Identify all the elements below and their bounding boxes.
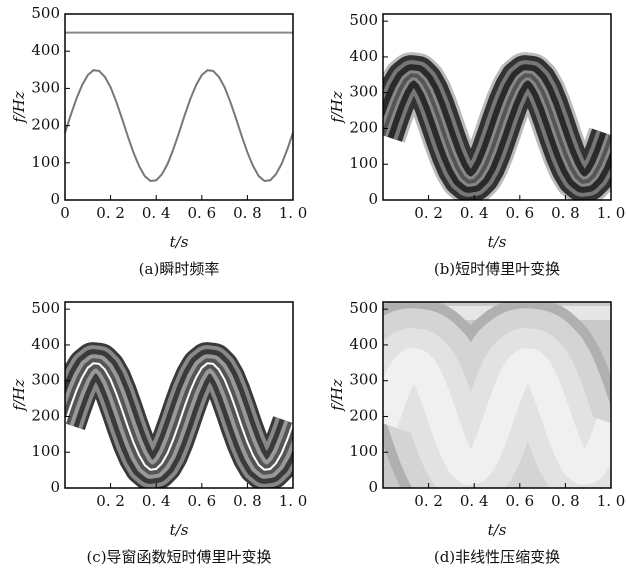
x-tick-label: 0. 2 [96,492,125,510]
plot-area [383,52,611,200]
ridge [65,362,293,471]
y-tick-label: 500 [31,4,60,22]
y-tick-label: 400 [31,335,60,353]
x-tick-label: 1. 0 [279,492,308,510]
y-axis-label: f/Hz [328,379,346,412]
x-tick-label: 0. 6 [505,492,534,510]
ridge [383,348,611,485]
x-tick-label: 0. 2 [414,204,443,222]
x-tick-label: 0. 6 [187,204,216,222]
x-tick-label: 0. 4 [142,492,171,510]
axes-frame [382,13,612,201]
y-axis-label: f/Hz [10,379,28,412]
y-tick-label: 300 [349,83,378,101]
x-axis-label: t/s [170,233,189,251]
y-axis-label: f/Hz [10,91,28,124]
y-tick-label: 100 [349,154,378,172]
y-tick-label: 500 [349,299,378,317]
x-tick-label: 0. 8 [233,204,262,222]
y-tick-label: 500 [349,11,378,29]
x-tick-label: 1. 0 [279,204,308,222]
y-tick-label: 300 [31,78,60,96]
x-tick-label: 0. 4 [460,204,489,222]
x-tick-label: 0. 6 [505,204,534,222]
y-tick-label: 400 [31,41,60,59]
y-tick-label: 200 [31,116,60,134]
y-tick-label: 300 [31,371,60,389]
y-tick-label: 400 [349,47,378,65]
y-tick-label: 200 [349,118,378,136]
x-axis-label: t/s [488,521,507,539]
plot-area [65,31,293,183]
y-tick-label: 200 [31,406,60,424]
y-tick-label: 500 [31,299,60,317]
y-tick-label: 300 [349,371,378,389]
axes-frame [382,301,612,489]
axes-frame [64,301,294,489]
y-tick-label: 100 [349,442,378,460]
x-tick-label: 0. 2 [414,492,443,510]
plot-area [383,302,611,488]
x-tick-label: 0. 4 [142,204,171,222]
y-axis-label: f/Hz [328,91,346,124]
x-tick-label: 0. 2 [96,204,125,222]
y-tick-label: 0 [368,478,378,496]
y-tick-label: 0 [50,478,60,496]
y-tick-label: 100 [31,442,60,460]
x-axis-label: t/s [488,233,507,251]
plot-area [65,342,293,488]
x-tick-label: 0 [60,204,70,222]
axes-frame [64,13,294,201]
ridge [383,73,611,184]
x-tick-label: 0. 8 [551,204,580,222]
x-tick-label: 0. 6 [187,492,216,510]
line [65,69,293,183]
x-tick-label: 0. 8 [551,492,580,510]
caption: (b)短时傅里叶变换 [434,260,560,278]
y-tick-label: 400 [349,335,378,353]
y-tick-label: 0 [368,190,378,208]
caption: (a)瞬时频率 [139,260,220,278]
y-tick-label: 100 [31,153,60,171]
y-tick-label: 200 [349,406,378,424]
y-tick-label: 0 [50,190,60,208]
x-tick-label: 0. 4 [460,492,489,510]
caption: (c)导窗函数短时傅里叶变换 [86,548,271,566]
x-axis-label: t/s [170,521,189,539]
caption: (d)非线性压缩变换 [434,548,560,566]
x-tick-label: 1. 0 [597,492,626,510]
x-tick-label: 1. 0 [597,204,626,222]
x-tick-label: 0. 8 [233,492,262,510]
